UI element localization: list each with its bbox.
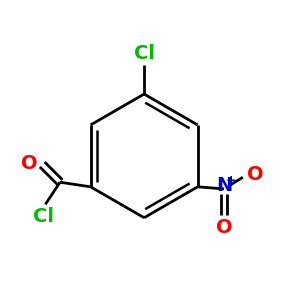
Text: Cl: Cl <box>33 207 54 226</box>
Text: N: N <box>216 176 232 196</box>
Text: Cl: Cl <box>134 44 154 63</box>
Text: O: O <box>21 154 38 172</box>
Text: +: + <box>226 174 237 187</box>
Text: O: O <box>247 165 263 184</box>
Text: O: O <box>216 218 232 237</box>
Text: -: - <box>254 162 259 175</box>
